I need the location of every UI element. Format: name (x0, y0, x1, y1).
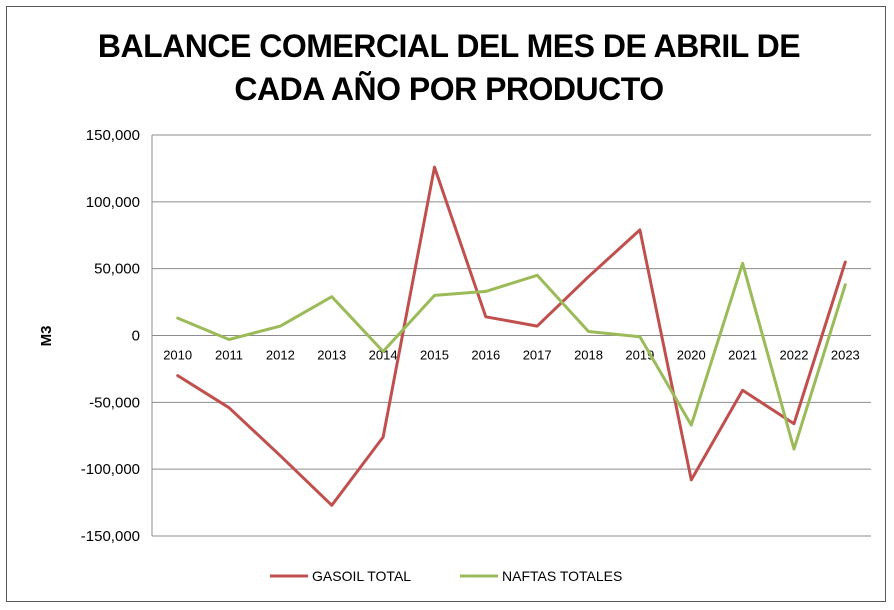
series-line-naftas-totales (176, 261, 847, 451)
y-tick-label: 100,000 (86, 194, 140, 211)
y-axis-label: M3 (38, 326, 55, 347)
x-category-label: 2014 (369, 348, 398, 363)
legend-label: NAFTAS TOTALES (502, 568, 622, 584)
x-category-label: 2012 (266, 348, 295, 363)
series-lines (176, 165, 847, 507)
x-category-label: 2023 (831, 348, 860, 363)
x-category-label: 2018 (574, 348, 603, 363)
x-category-label: 2020 (677, 348, 706, 363)
y-axis-ticks: 150,000 100,000 50,000 0 -50,000 -100,000 -150… (81, 127, 140, 545)
y-tick-label: 150,000 (86, 127, 140, 144)
series-line-gasoil-total (176, 165, 847, 507)
x-category-label: 2021 (728, 348, 757, 363)
legend: GASOIL TOTAL NAFTAS TOTALES (270, 568, 622, 584)
legend-label: GASOIL TOTAL (312, 568, 411, 584)
y-tick-label: -150,000 (81, 528, 140, 545)
y-tick-label: -100,000 (81, 461, 140, 478)
y-tick-label: -50,000 (89, 394, 140, 411)
x-category-label: 2010 (163, 348, 192, 363)
x-category-label: 2011 (215, 348, 243, 363)
chart-title-line-1: BALANCE COMERCIAL DEL MES DE ABRIL DE (98, 28, 800, 64)
x-category-label: 2022 (780, 348, 809, 363)
y-tick-label: 0 (132, 328, 140, 345)
y-tick-label: 50,000 (94, 261, 140, 278)
chart-title: BALANCE COMERCIAL DEL MES DE ABRIL DE CA… (98, 28, 801, 107)
x-category-label: 2013 (317, 348, 346, 363)
x-category-label: 2017 (523, 348, 552, 363)
x-category-label: 2015 (420, 348, 449, 363)
x-category-label: 2016 (471, 348, 500, 363)
gridlines (151, 134, 871, 537)
line-chart: BALANCE COMERCIAL DEL MES DE ABRIL DE CA… (38, 28, 871, 584)
x-axis-category-labels: 2010 2011 2012 2013 2014 2015 2016 2017 2018 2019… (163, 348, 860, 363)
chart-frame: BALANCE COMERCIAL DEL MES DE ABRIL DE CA… (6, 6, 886, 602)
chart-title-line-2: CADA AÑO POR PRODUCTO (234, 71, 663, 107)
